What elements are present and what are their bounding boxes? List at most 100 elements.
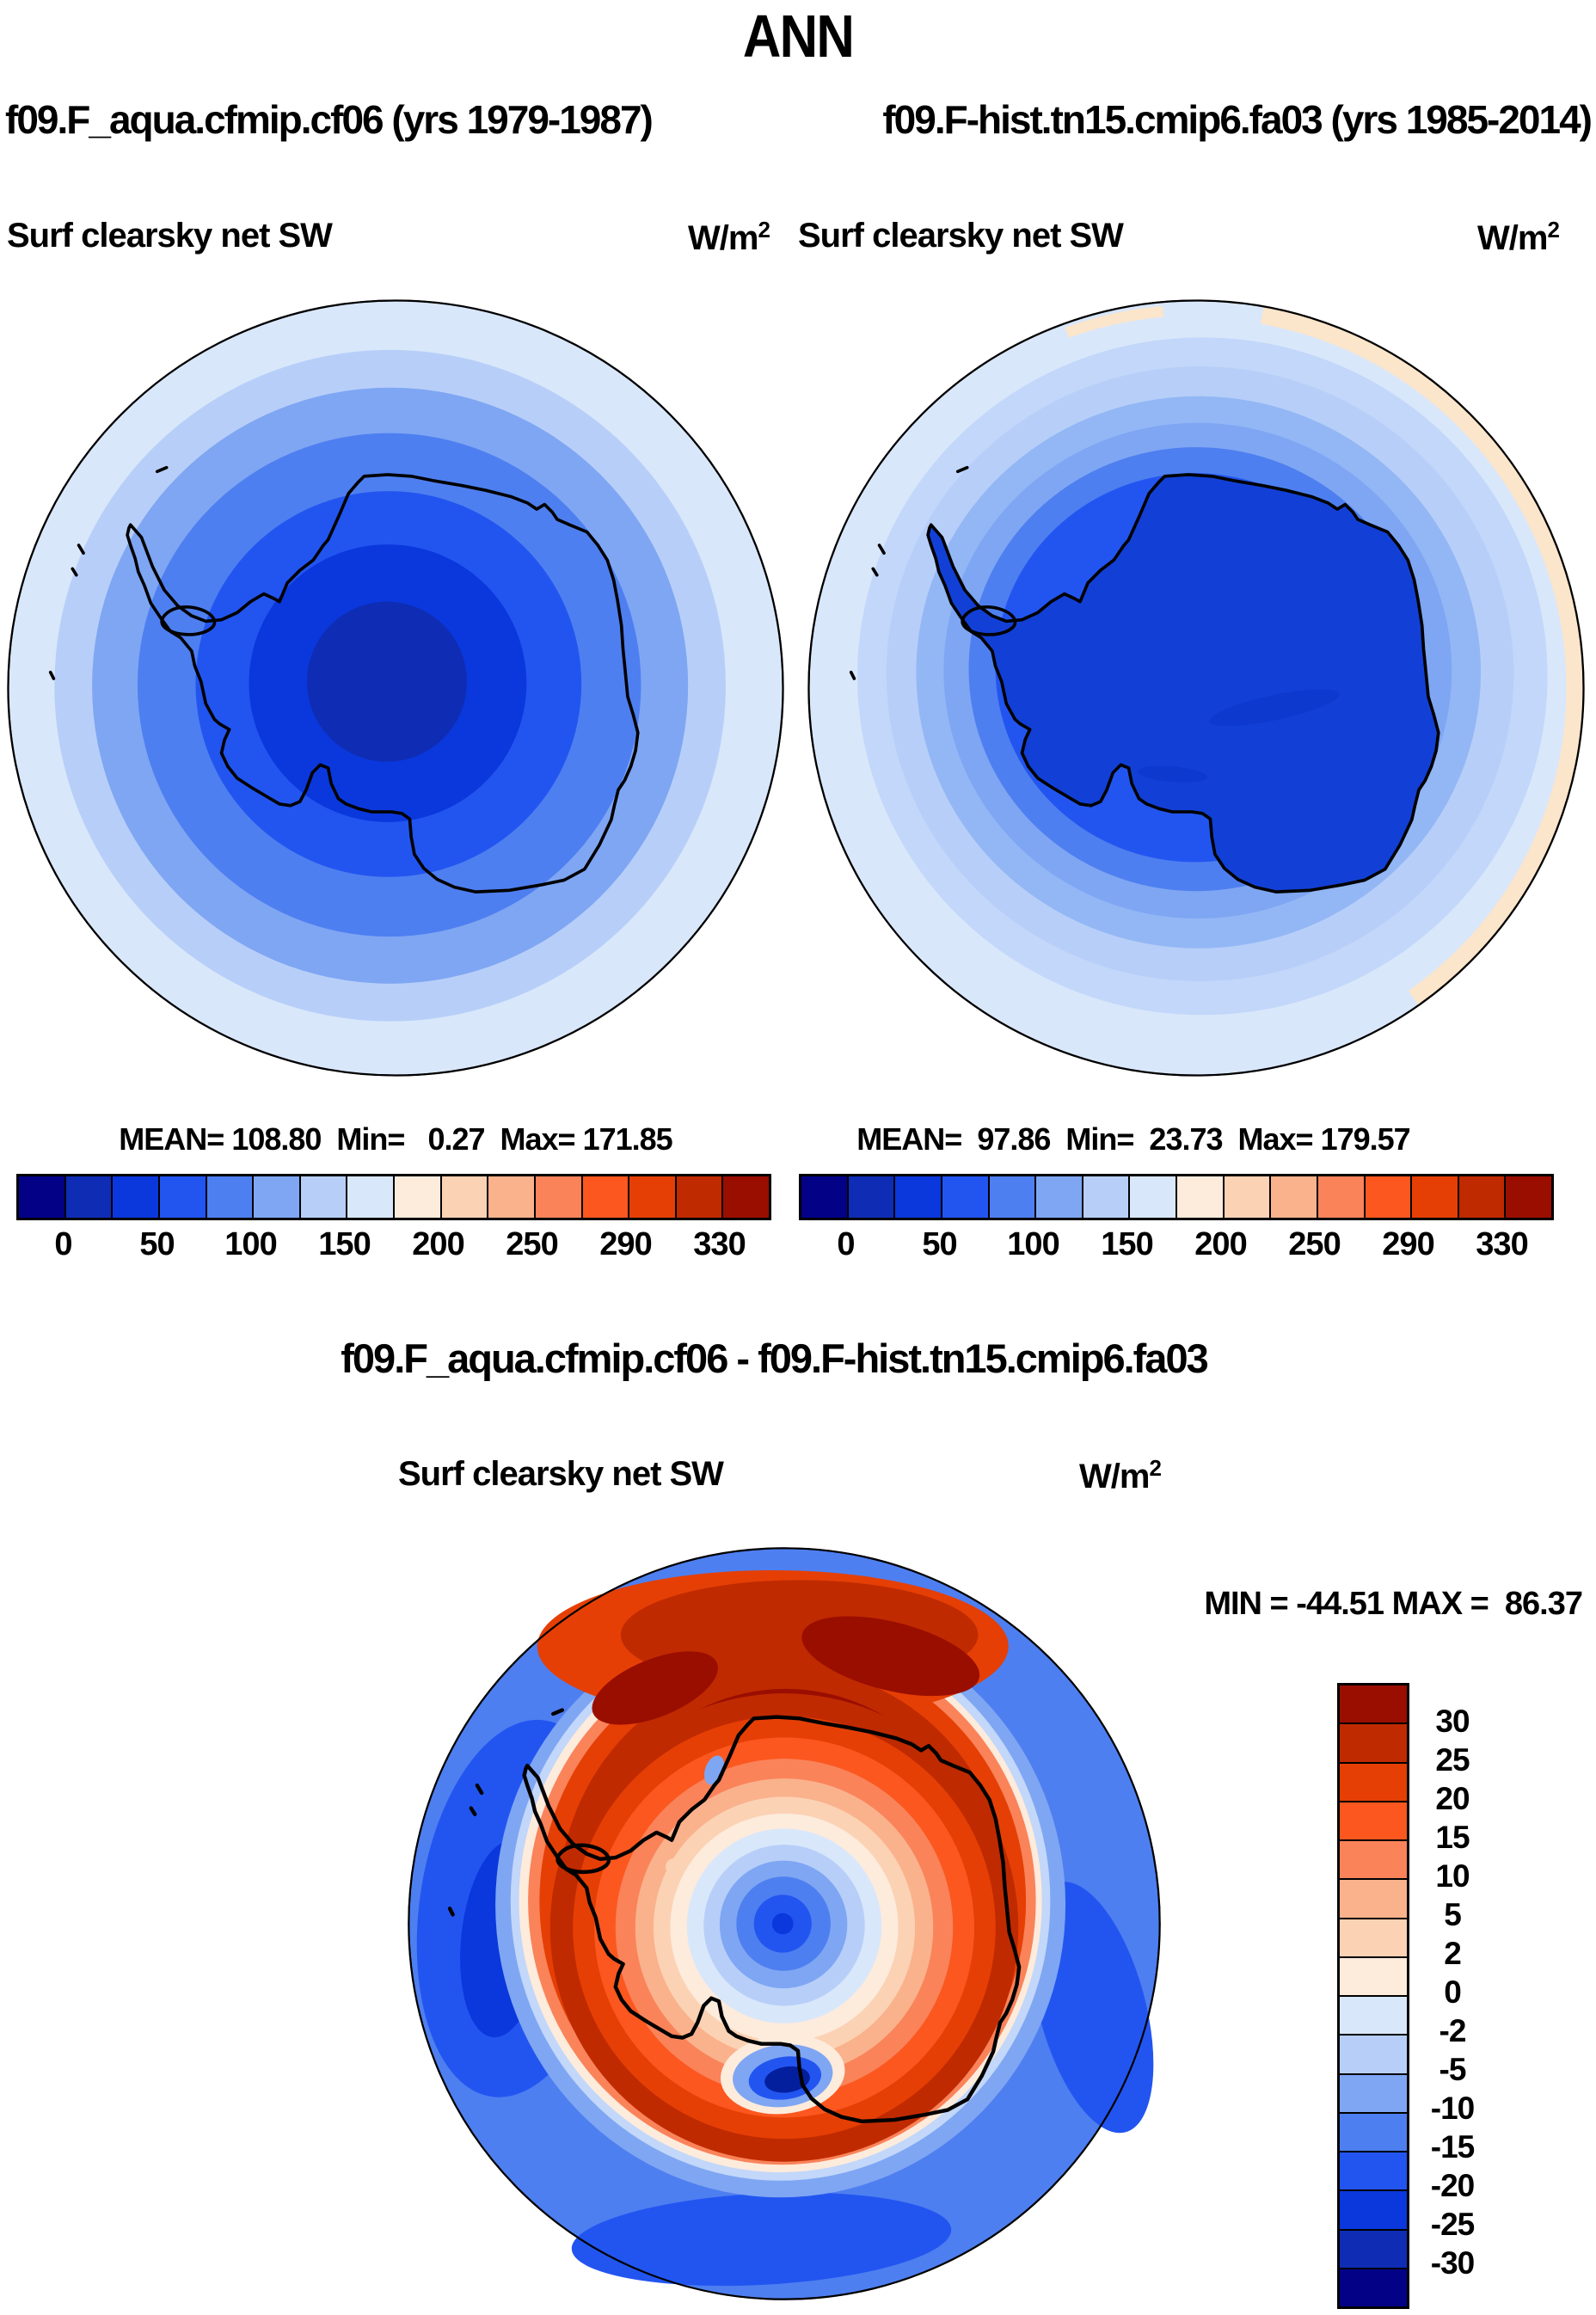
colorbar-segment [1340,1957,1407,1995]
colorbar-diff-ticks: 30 25 20 15 10 5 2 0 -2 -5 -10 -15 -20 -25 -30 [1411,1683,1494,2304]
colorbar-segment [1412,1176,1458,1218]
colorbar-tick-label: 50 [922,1226,957,1262]
colorbar-segment [895,1176,941,1218]
colorbar-segment [1340,1841,1407,1879]
colorbar-segment [1340,1686,1407,1723]
colorbar-segment [1340,1802,1407,1839]
stats-left: MEAN= 108.80 Min= 0.27 Max= 171.85 [119,1121,672,1157]
colorbar-segment [254,1176,299,1218]
colorbar-segment [113,1176,158,1218]
colorbar-segment [723,1176,769,1218]
map-border [408,1547,1161,2300]
colorbar-tick-label: 50 [139,1226,175,1262]
run-label-right: f09.F-hist.tn15.cmip6.fa03 (yrs 1985-201… [882,97,1593,142]
colorbar-tick-label: 200 [1194,1226,1247,1262]
colorbar-tick-label: 10 [1435,1858,1470,1894]
units-exponent: 2 [758,217,770,243]
colorbar-segment [1271,1176,1317,1218]
alexander-island-outline [556,1843,611,1875]
map-border [7,299,784,1077]
colorbar-segment [1177,1176,1223,1218]
units-text: W/m [688,219,758,257]
colorbar-tick-label: 15 [1435,1820,1470,1855]
map-border [807,299,1585,1077]
colorbar-tick-label: 290 [1382,1226,1434,1262]
panel-title-left: Surf clearsky net SW [7,217,333,255]
units-exponent: 2 [1547,217,1560,243]
colorbar-segment [441,1176,488,1218]
colorbar-tick-label: -20 [1430,2168,1475,2203]
colorbar-segment [942,1176,988,1218]
colorbar-segment [395,1176,440,1218]
colorbar-segment [1340,2191,1407,2229]
colorbar-segment [1317,1176,1364,1218]
colorbar-right-ticks: 0 50 100 150 200 250 290 330 [799,1225,1549,1264]
season-title: ANN [742,3,855,70]
colorbar-segment [989,1176,1035,1218]
alexander-island-outline [160,605,217,636]
colorbar-tick-label: 100 [1007,1226,1059,1262]
colorbar-segment [535,1176,581,1218]
panel-title-right: Surf clearsky net SW [798,217,1124,255]
colorbar-segment [1340,2230,1407,2268]
colorbar-segment [1340,2152,1407,2190]
units-text: W/m [1477,219,1548,257]
colorbar-tick-label: 330 [693,1226,746,1262]
colorbar-tick-label: 0 [837,1226,855,1262]
minmax-label: MIN = -44.51 MAX = 86.37 [1204,1586,1583,1622]
colorbar-tick-label: -5 [1439,2052,1467,2087]
colorbar-tick-label: 330 [1476,1226,1528,1262]
colorbar-tick-label: -2 [1439,2013,1467,2048]
colorbar-tick-label: 150 [318,1226,371,1262]
run-label-left: f09.F_aqua.cfmip.cf06 (yrs 1979-1987) [5,97,654,142]
alexander-island-outline [961,605,1017,636]
colorbar-segment [347,1176,393,1218]
colorbar-tick-label: 250 [506,1226,558,1262]
colorbar-segment [1340,2074,1407,2112]
colorbar-tick-label: -15 [1430,2129,1475,2165]
rim-peach-band [1065,305,1584,1005]
map-left-aqua [7,299,784,1077]
colorbar-segment [488,1176,534,1218]
antarctica-coastline [126,473,640,893]
colorbar-segment [1340,1919,1407,1956]
colorbar-tick-label: 5 [1444,1897,1462,1932]
small-islands [849,465,969,680]
colorbar-segment [206,1176,253,1218]
colorbar-segment [65,1176,112,1218]
colorbar-tick-label: 150 [1101,1226,1153,1262]
colorbar-segment [1083,1176,1129,1218]
colorbar-right [799,1174,1554,1220]
map-diff [408,1547,1161,2300]
small-islands [447,1708,565,1917]
colorbar-segment [582,1176,629,1218]
colorbar-tick-label: 2 [1444,1936,1462,1971]
colorbar-segment [1506,1176,1551,1218]
contour-rings [54,349,726,1022]
colorbar-tick-label: 0 [54,1226,72,1262]
antarctica-coastline [522,1715,1022,2124]
colorbar-tick-label: -30 [1430,2245,1475,2281]
colorbar-segment [1224,1176,1270,1218]
colorbar-tick-label: 200 [412,1226,464,1262]
panel-title-diff: Surf clearsky net SW [398,1455,724,1493]
colorbar-tick-label: 100 [224,1226,277,1262]
antarctica-continent [926,473,1440,893]
units-exponent: 2 [1149,1455,1162,1481]
colorbar-segment [1340,1763,1407,1801]
stats-right: MEAN= 97.86 Min= 23.73 Max= 179.57 [856,1121,1410,1157]
colorbar-segment [1340,1724,1407,1762]
colorbar-segment [1340,1997,1407,2035]
colorbar-tick-label: 30 [1435,1704,1470,1739]
units-label-left: W/m2 [688,217,770,258]
units-label-diff: W/m2 [1079,1455,1162,1496]
colorbar-segment [801,1176,847,1218]
continent-shading [1137,689,1341,783]
colorbar-segment [676,1176,722,1218]
colorbar-segment [629,1176,675,1218]
colorbar-tick-label: -10 [1430,2091,1475,2126]
colorbar-segment [1340,2113,1407,2151]
units-text: W/m [1079,1458,1150,1495]
colorbar-tick-label: -25 [1430,2207,1475,2242]
